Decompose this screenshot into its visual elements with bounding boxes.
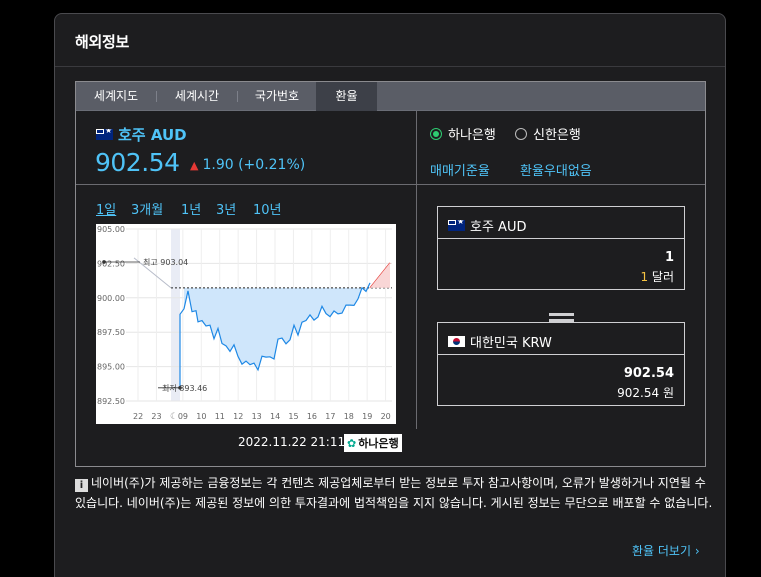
exchange-rate-value: 902.54: [95, 148, 180, 177]
currency-name: 호주 AUD: [96, 124, 187, 145]
radio-selected-icon: [430, 128, 442, 140]
period-1day[interactable]: 1일: [96, 203, 117, 218]
high-annotation: 최고 903.04: [143, 257, 188, 267]
period-3month[interactable]: 3개월: [131, 203, 164, 218]
x-tick-label: 15: [288, 412, 298, 421]
exchange-widget: 세계지도 세계시간 국가번호 환율 호주 AUD 902.54 ▲1.90 (+…: [75, 81, 706, 467]
period-10year[interactable]: 10년: [253, 203, 282, 218]
x-tick-label: 09: [178, 412, 188, 421]
radio-unselected-icon: [515, 128, 527, 140]
previous-day-line: [133, 257, 172, 289]
x-tick-label: 19: [362, 412, 372, 421]
tab-world-map[interactable]: 세계지도: [93, 89, 139, 103]
x-tick-label: 14: [270, 412, 280, 421]
period-3year[interactable]: 3년: [216, 203, 237, 218]
rate-change: ▲ 1.90 (+0.21%): [190, 157, 306, 173]
low-marker-dot: [178, 385, 182, 390]
x-tick-label: 23: [151, 412, 161, 421]
no-preference-link[interactable]: 환율우대없음: [520, 164, 592, 179]
korea-flag-icon: [448, 336, 465, 347]
up-arrow-icon: ▲: [190, 159, 199, 172]
converter-to-box[interactable]: 대한민국 KRW 902.54 902.54 원: [437, 322, 685, 406]
low-annotation: 최저 893.46: [162, 383, 207, 393]
tab-exchange-rate[interactable]: 환율: [316, 82, 377, 111]
y-tick-label: 892.50: [97, 397, 125, 406]
timestamp: 2022.11.22 21:11: [238, 435, 346, 449]
x-tick-label: 12: [233, 412, 243, 421]
tab-country-code[interactable]: 국가번호: [254, 89, 300, 103]
rate-line: [179, 282, 371, 388]
overseas-info-card: 해외정보 세계지도 세계시간 국가번호 환율 호주 AUD 902.54 ▲1.…: [54, 13, 726, 577]
title-divider: [55, 66, 725, 67]
converter-to-currency[interactable]: 대한민국 KRW: [438, 323, 684, 355]
converter-to-sub: 902.54 원: [617, 386, 674, 400]
tab-world-time[interactable]: 세계시간: [174, 89, 220, 103]
exchange-rate-chart: 905.00 902.50 900.00 897.50 895.00 892.50 22 2…: [96, 224, 396, 424]
y-tick-label: 902.50: [97, 259, 125, 268]
y-tick-label: 905.00: [97, 225, 125, 234]
moon-icon: ☾: [170, 412, 178, 422]
bank-radio-shinhan[interactable]: 신한은행: [515, 124, 581, 143]
converter-from-sub: 1 달러: [640, 270, 674, 284]
x-tick-label: 18: [344, 412, 354, 421]
info-icon: i: [75, 479, 88, 492]
card-title: 해외정보: [75, 33, 130, 51]
x-tick-label: 10: [196, 412, 206, 421]
tab-bar: 세계지도 세계시간 국가번호 환율: [76, 82, 705, 111]
y-tick-label: 897.50: [97, 328, 125, 337]
x-tick-label: 17: [325, 412, 335, 421]
australia-flag-icon: [96, 129, 113, 140]
converter-from-currency[interactable]: 호주 AUD: [438, 207, 684, 239]
exchange-more-link[interactable]: 환율 더보기 ›: [632, 544, 700, 558]
x-tick-label: 13: [252, 412, 262, 421]
australia-flag-icon: [448, 220, 465, 231]
night-band: [171, 229, 180, 401]
converter-from-box[interactable]: 호주 AUD 1 1 달러: [437, 206, 685, 290]
equals-icon: [549, 313, 574, 323]
x-tick-label: 16: [307, 412, 317, 421]
x-tick-label: 22: [133, 412, 143, 421]
x-tick-label: 11: [215, 412, 225, 421]
hana-bank-logo: ✿ 하나은행: [344, 434, 402, 452]
converter-to-value[interactable]: 902.54: [623, 366, 674, 381]
bank-radio-hana[interactable]: 하나은행: [430, 124, 496, 143]
y-tick-label: 900.00: [97, 294, 125, 303]
high-marker-dot: [102, 260, 106, 264]
y-tick-label: 895.00: [97, 363, 125, 372]
disclaimer-notice: i 네이버(주)가 제공하는 금융정보는 각 컨텐츠 제공업체로부터 받는 정보로…: [75, 476, 713, 510]
x-tick-label: 20: [381, 412, 391, 421]
converter-from-input[interactable]: 1: [664, 250, 674, 265]
base-rate-link[interactable]: 매매기준율: [430, 164, 490, 179]
period-1year[interactable]: 1년: [181, 203, 202, 218]
